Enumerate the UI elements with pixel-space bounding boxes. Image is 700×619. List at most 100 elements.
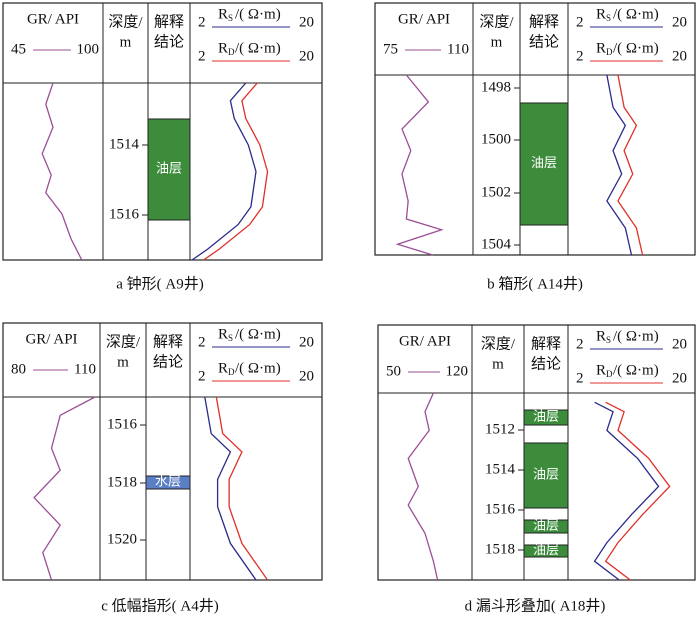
layer-box	[147, 118, 191, 221]
rs-symbol: R	[218, 326, 228, 342]
depth-header: 深度/	[481, 335, 516, 352]
log-curve	[204, 396, 257, 581]
depth-label: 1502	[481, 184, 511, 200]
rd-max: 20	[299, 368, 314, 384]
depth-header: 深度/	[106, 333, 141, 350]
rd-unit: /( Ω·m)	[613, 362, 659, 378]
depth-label: 1514	[485, 461, 516, 477]
layer-box	[523, 409, 569, 426]
caption: b 箱形( A14井)	[487, 275, 583, 292]
gr-label: GR/ API	[25, 331, 77, 347]
gr-max: 110	[447, 41, 469, 57]
gr-max: 110	[74, 361, 96, 377]
rd-max: 20	[299, 48, 314, 64]
rd-symbol: R	[218, 360, 228, 376]
rd-symbol: R	[596, 362, 606, 378]
gr-max: 120	[446, 363, 469, 379]
interp-header: 解释	[154, 13, 184, 30]
depth-label: 1500	[481, 131, 511, 147]
gr-max: 100	[77, 41, 100, 57]
log-curve	[407, 392, 439, 581]
rd-min: 2	[198, 368, 206, 384]
rs-subscript: S	[228, 333, 233, 343]
depth-label: 1498	[481, 79, 511, 95]
rd-max: 20	[672, 370, 687, 386]
rs-unit: /( Ω·m)	[235, 326, 281, 342]
rs-min: 2	[576, 14, 584, 30]
rd-unit: /( Ω·m)	[235, 40, 281, 56]
rs-symbol: R	[596, 328, 606, 344]
depth-header: 深度/	[108, 13, 143, 30]
log-curve	[191, 82, 257, 261]
depth-label: 1518	[107, 474, 137, 490]
rs-max: 20	[299, 334, 314, 350]
gr-label: GR/ API	[27, 11, 79, 27]
gr-min: 75	[383, 41, 398, 57]
depth-header: m	[117, 354, 129, 370]
depth-header: 深度/	[479, 13, 514, 30]
gr-min: 80	[11, 361, 26, 377]
depth-label: 1514	[109, 136, 140, 152]
layer-label: 油层	[533, 517, 559, 532]
layer-box	[523, 544, 569, 558]
layer-box	[523, 442, 569, 509]
rd-symbol: R	[596, 40, 606, 56]
rs-unit: /( Ω·m)	[613, 328, 659, 344]
rs-min: 2	[198, 14, 206, 30]
log-curve	[41, 82, 83, 261]
rd-unit: /( Ω·m)	[235, 360, 281, 376]
layer-box	[519, 102, 569, 226]
rs-subscript: S	[606, 335, 611, 345]
layer-label: 油层	[156, 160, 182, 175]
rd-subscript: D	[228, 367, 235, 377]
log-curve	[617, 74, 644, 256]
rs-max: 20	[672, 14, 687, 30]
caption: d 漏斗形叠加( A18井)	[465, 597, 606, 614]
rd-subscript: D	[606, 47, 613, 57]
log-curve	[33, 396, 96, 581]
interp-header: 解释	[531, 335, 561, 352]
depth-label: 1516	[107, 416, 138, 432]
depth-label: 1516	[109, 206, 140, 222]
panel-frame	[377, 324, 696, 581]
layer-box	[523, 519, 569, 534]
depth-label: 1512	[485, 421, 515, 437]
depth-header: m	[491, 34, 503, 50]
depth-label: 1504	[481, 236, 512, 252]
rs-symbol: R	[218, 6, 228, 22]
log-curve	[203, 82, 269, 261]
log-curve	[215, 396, 269, 581]
rs-max: 20	[672, 336, 687, 352]
interp-header: 结论	[529, 33, 559, 50]
rd-max: 20	[672, 48, 687, 64]
interp-header: 结论	[153, 353, 183, 370]
log-curve	[395, 74, 444, 256]
rd-unit: /( Ω·m)	[613, 40, 659, 56]
rs-min: 2	[198, 334, 206, 350]
rs-subscript: S	[228, 13, 233, 23]
depth-header: m	[492, 356, 504, 372]
depth-label: 1520	[107, 531, 137, 547]
layer-label: 水层	[155, 473, 181, 488]
depth-label: 1516	[485, 501, 516, 517]
caption: c 低幅指形( A4井)	[101, 597, 218, 614]
panel-frame	[2, 2, 323, 261]
panel-frame	[2, 322, 323, 581]
depth-label: 1518	[485, 541, 515, 557]
layer-label: 油层	[531, 155, 557, 170]
layer-box	[145, 475, 191, 490]
interp-header: 结论	[531, 355, 561, 372]
rs-symbol: R	[596, 6, 606, 22]
layer-label: 油层	[533, 466, 559, 481]
interp-header: 解释	[529, 13, 559, 30]
log-curve	[593, 401, 660, 581]
rd-min: 2	[576, 48, 584, 64]
rd-subscript: D	[606, 369, 613, 379]
rs-unit: /( Ω·m)	[613, 6, 659, 22]
gr-label: GR/ API	[398, 11, 450, 27]
rd-min: 2	[198, 48, 206, 64]
layer-label: 油层	[533, 408, 559, 423]
rd-symbol: R	[218, 40, 228, 56]
layer-label: 油层	[533, 542, 559, 557]
